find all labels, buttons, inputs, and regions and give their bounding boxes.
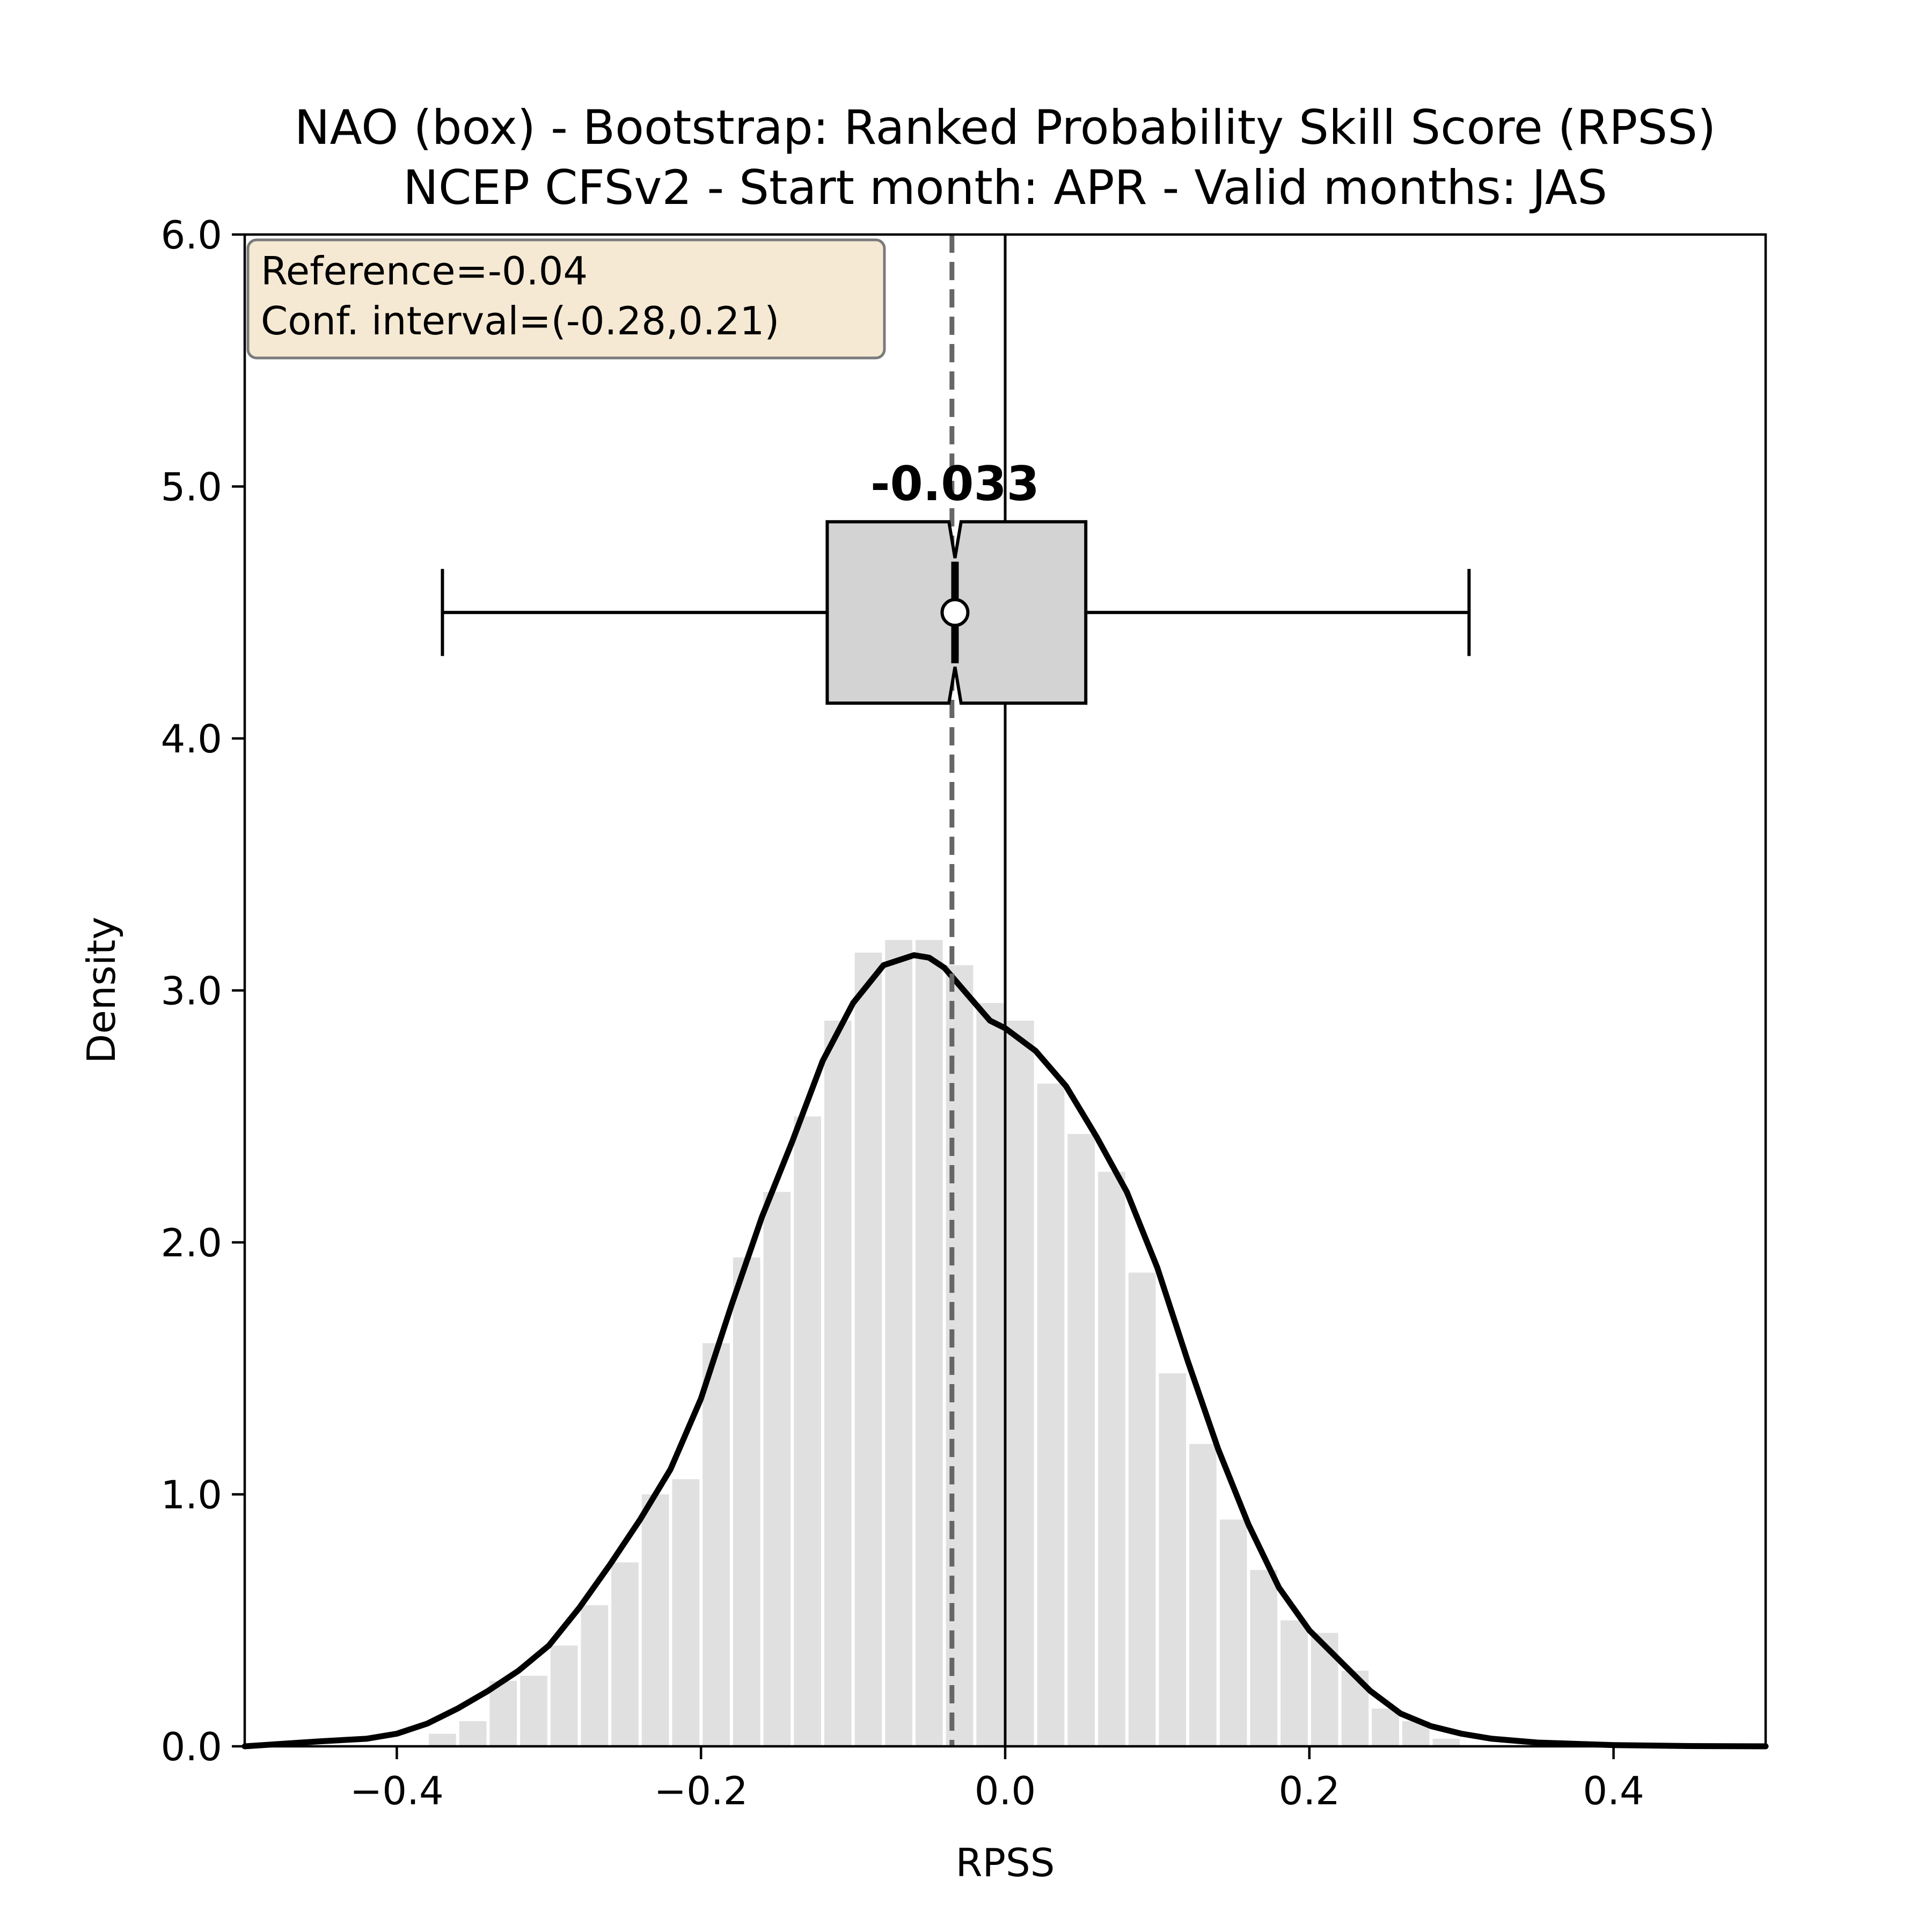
histogram-bar xyxy=(763,1192,791,1746)
histogram-bar xyxy=(520,1675,547,1746)
boxplot: -0.033 xyxy=(441,456,1471,705)
info-conf-interval-text: Conf. interval=(-0.28,0.21) xyxy=(261,298,779,343)
histogram-bar xyxy=(794,1116,821,1746)
histogram-bars xyxy=(429,940,1460,1746)
x-tick-label: −0.4 xyxy=(350,1768,444,1813)
info-box: Reference=-0.04 Conf. interval=(-0.28,0.… xyxy=(246,238,886,360)
y-tick-label: 5.0 xyxy=(160,465,222,510)
histogram-bar xyxy=(489,1680,517,1746)
histogram-bar xyxy=(1098,1172,1125,1746)
mean-marker xyxy=(940,598,970,627)
y-tick-label: 4.0 xyxy=(160,716,222,762)
y-tick-label: 3.0 xyxy=(160,969,222,1014)
y-tick-label: 0.0 xyxy=(160,1724,222,1769)
histogram-bar xyxy=(1219,1519,1247,1746)
histogram-bar xyxy=(550,1645,578,1746)
y-axis-label: Density xyxy=(79,917,124,1064)
y-axis-ticks: 0.0 1.0 2.0 3.0 4.0 5.0 6.0 xyxy=(160,213,245,1769)
reference-lines xyxy=(949,235,1007,1746)
histogram-bar xyxy=(1250,1570,1278,1746)
y-tick-label: 2.0 xyxy=(160,1220,222,1265)
histogram-bar xyxy=(459,1721,487,1746)
chart-subtitle: NCEP CFSv2 - Start month: APR - Valid mo… xyxy=(403,160,1607,215)
x-axis-ticks: −0.4 −0.2 0.0 0.2 0.4 xyxy=(350,1746,1644,1813)
x-tick-label: 0.0 xyxy=(975,1768,1036,1813)
info-box-background xyxy=(246,238,886,360)
histogram-bar xyxy=(672,1479,700,1746)
histogram-bar xyxy=(1189,1444,1217,1746)
density-curve xyxy=(241,952,1769,1750)
histogram-bar xyxy=(611,1562,639,1746)
histogram-bar xyxy=(1311,1633,1338,1746)
median-value-label: -0.033 xyxy=(870,456,1040,511)
histogram-bar xyxy=(854,953,882,1746)
histogram-bar xyxy=(1037,1084,1065,1746)
histogram-bar xyxy=(885,940,912,1746)
histogram-bar xyxy=(1159,1373,1187,1746)
x-tick-label: 0.2 xyxy=(1279,1768,1341,1813)
histogram-bar xyxy=(976,1002,1004,1746)
histogram-bar xyxy=(733,1257,760,1746)
histogram-bar xyxy=(641,1494,669,1746)
histogram-bar xyxy=(702,1343,730,1746)
chart-title: NAO (box) - Bootstrap: Ranked Probabilit… xyxy=(295,100,1716,155)
histogram-bar xyxy=(1280,1620,1308,1746)
histogram-bar xyxy=(1007,1020,1034,1746)
histogram-bar xyxy=(946,965,974,1746)
histogram-bar xyxy=(429,1733,456,1746)
x-axis-label: RPSS xyxy=(956,1840,1055,1885)
histogram-bar xyxy=(1067,1134,1095,1746)
histogram-bar xyxy=(915,940,943,1746)
x-tick-label: −0.2 xyxy=(654,1768,748,1813)
density-curve-layer xyxy=(241,952,1769,1750)
x-tick-label: 0.4 xyxy=(1583,1768,1644,1813)
histogram-bar xyxy=(824,1020,852,1746)
histogram-bar xyxy=(581,1605,609,1746)
histogram-bar xyxy=(1372,1708,1399,1746)
info-reference-text: Reference=-0.04 xyxy=(261,248,588,294)
histogram-bar xyxy=(1128,1272,1156,1746)
y-tick-label: 1.0 xyxy=(160,1473,222,1518)
histogram-bar xyxy=(1432,1738,1460,1746)
y-tick-label: 6.0 xyxy=(160,213,222,258)
